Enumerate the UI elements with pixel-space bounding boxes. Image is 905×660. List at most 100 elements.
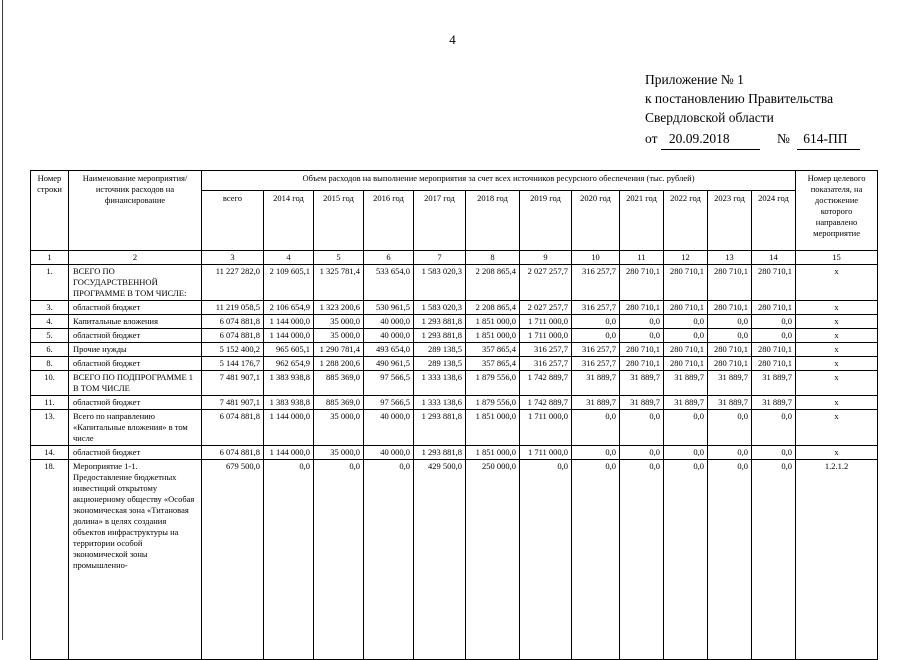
value-cell: 2 106 654,9 <box>263 300 314 315</box>
value-cell: 280 710,1 <box>750 356 797 371</box>
appendix-subtitle-2: Свердловской области <box>645 110 774 125</box>
appendix-title: Приложение № 1 <box>645 72 744 87</box>
value-cell: 35 000,0 <box>313 314 364 329</box>
value-cell: 11 227 282,0 <box>201 264 264 301</box>
value-cell: 0,0 <box>750 328 797 343</box>
row-name-cell: областной бюджет <box>68 300 202 315</box>
value-cell: 280 710,1 <box>663 300 708 315</box>
column-header-year: 2016 год <box>363 190 414 251</box>
value-cell: 0,0 <box>263 459 314 660</box>
value-cell: 1 742 889,7 <box>519 370 572 396</box>
table-row: 5. областной бюджет 6 074 881,8 1 144 000,0… <box>30 328 879 343</box>
appendix-from-label: от <box>645 131 658 146</box>
value-cell: 2 027 257,7 <box>519 300 572 315</box>
value-cell: 289 138,5 <box>413 356 466 371</box>
value-cell: 0,0 <box>519 459 572 660</box>
table-row: 3. областной бюджет 11 219 058,5 2 106 654,… <box>30 300 879 315</box>
target-indicator-cell: х <box>795 409 879 446</box>
value-cell: 0,0 <box>663 459 708 660</box>
row-name-cell: областной бюджет <box>68 395 202 410</box>
value-cell: 0,0 <box>707 445 752 460</box>
value-cell: 280 710,1 <box>707 264 752 301</box>
value-cell: 1 583 020,3 <box>413 300 466 315</box>
target-indicator-cell: х <box>795 342 879 357</box>
value-cell: 1 333 138,6 <box>413 370 466 396</box>
value-cell: 0,0 <box>750 409 797 446</box>
column-number-cell: 5 <box>313 250 364 265</box>
value-cell: 280 710,1 <box>707 342 752 357</box>
row-number-cell: 10. <box>30 370 69 396</box>
value-cell: 316 257,7 <box>571 342 620 357</box>
value-cell: 885 369,0 <box>313 370 364 396</box>
value-cell: 6 074 881,8 <box>201 328 264 343</box>
column-number-cell: 13 <box>707 250 752 265</box>
value-cell: 1 144 000,0 <box>263 445 314 460</box>
value-cell: 280 710,1 <box>619 300 664 315</box>
target-indicator-cell: х <box>795 395 879 410</box>
value-cell: 35 000,0 <box>313 445 364 460</box>
column-number-cell: 11 <box>619 250 664 265</box>
value-cell: 1 323 200,6 <box>313 300 364 315</box>
value-cell: 1 293 881,8 <box>413 314 466 329</box>
column-header-year: 2024 год <box>750 190 797 251</box>
value-cell: 0,0 <box>571 445 620 460</box>
target-indicator-cell: х <box>795 445 879 460</box>
appendix-date: 20.09.2018 <box>660 129 760 150</box>
column-header-volume: Объем расходов на выполнение мероприятия… <box>200 170 797 191</box>
value-cell: 2 109 605,1 <box>263 264 314 301</box>
table-row: 18. Мероприятие 1-1. Предоставление бюдже… <box>30 459 879 660</box>
value-cell: 1 144 000,0 <box>263 328 314 343</box>
value-cell: 316 257,7 <box>571 300 620 315</box>
column-number-cell: 4 <box>263 250 314 265</box>
value-cell: 31 889,7 <box>750 370 797 396</box>
value-cell: 1 333 138,6 <box>413 395 466 410</box>
value-cell: 6 074 881,8 <box>201 314 264 329</box>
value-cell: 280 710,1 <box>750 300 797 315</box>
value-cell: 40 000,0 <box>363 314 414 329</box>
row-number-cell: 4. <box>30 314 69 329</box>
table-row: 1. ВСЕГО ПО ГОСУДАРСТВЕННОЙ ПРОГРАММЕ В Т… <box>30 264 879 301</box>
row-number-cell: 14. <box>30 445 69 460</box>
value-cell: 0,0 <box>619 409 664 446</box>
value-cell: 31 889,7 <box>750 395 797 410</box>
table-row: 4. Капитальные вложения 6 074 881,8 1 144 0… <box>30 314 879 329</box>
value-cell: 1 742 889,7 <box>519 395 572 410</box>
value-cell: 1 711 000,0 <box>519 328 572 343</box>
target-indicator-cell: х <box>795 370 879 396</box>
value-cell: 0,0 <box>571 314 620 329</box>
value-cell: 0,0 <box>707 314 752 329</box>
value-cell: 31 889,7 <box>619 370 664 396</box>
value-cell: 1 851 000,0 <box>465 445 520 460</box>
value-cell: 2 208 865,4 <box>465 300 520 315</box>
row-name-cell: областной бюджет <box>68 356 202 371</box>
value-cell: 40 000,0 <box>363 409 414 446</box>
column-header-year: 2020 год <box>571 190 620 251</box>
column-header-year: 2023 год <box>707 190 752 251</box>
column-header-year: 2022 год <box>663 190 708 251</box>
row-name-cell: ВСЕГО ПО ГОСУДАРСТВЕННОЙ ПРОГРАММЕ В ТОМ… <box>68 264 202 301</box>
column-number-cell: 7 <box>413 250 466 265</box>
row-name-cell: Капитальные вложения <box>68 314 202 329</box>
value-cell: 280 710,1 <box>750 342 797 357</box>
value-cell: 1 293 881,8 <box>413 328 466 343</box>
value-cell: 6 074 881,8 <box>201 445 264 460</box>
value-cell: 1 290 781,4 <box>313 342 364 357</box>
value-cell: 280 710,1 <box>663 342 708 357</box>
column-header-row-number: Номер строки <box>30 170 69 251</box>
value-cell: 31 889,7 <box>707 395 752 410</box>
value-cell: 1 851 000,0 <box>465 409 520 446</box>
column-number-cell: 6 <box>363 250 414 265</box>
year-subheader-row: всего 2014 год 2015 год 2016 год 2017 год 201… <box>31 190 878 251</box>
table-body: 1. ВСЕГО ПО ГОСУДАРСТВЕННОЙ ПРОГРАММЕ В Т… <box>30 264 879 660</box>
value-cell: 0,0 <box>707 409 752 446</box>
value-cell: 97 566,5 <box>363 370 414 396</box>
value-cell: 0,0 <box>750 314 797 329</box>
value-cell: 280 710,1 <box>707 356 752 371</box>
table-row: 8. областной бюджет 5 144 176,7 962 654,9 1 … <box>30 356 879 371</box>
row-number-cell: 5. <box>30 328 69 343</box>
value-cell: 31 889,7 <box>707 370 752 396</box>
appendix-number-sign: № <box>776 131 790 146</box>
value-cell: 357 865,4 <box>465 356 520 371</box>
value-cell: 1 879 556,0 <box>465 370 520 396</box>
value-cell: 0,0 <box>663 409 708 446</box>
